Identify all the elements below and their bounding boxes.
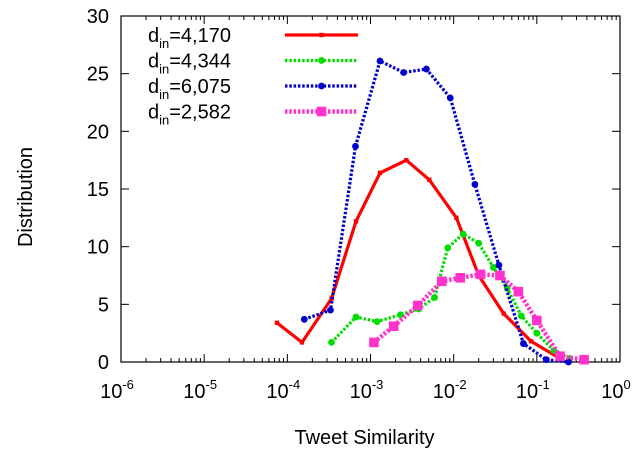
series-line-1 [330, 232, 571, 360]
data-point [388, 321, 399, 332]
data-point [404, 157, 409, 163]
data-point [373, 318, 381, 326]
data-point [274, 320, 280, 325]
data-point [475, 269, 486, 280]
data-point [475, 239, 483, 247]
data-point [459, 230, 467, 238]
data-point [471, 180, 479, 188]
data-point [520, 340, 527, 347]
data-point [528, 339, 534, 344]
data-point [352, 142, 359, 150]
x-tick-label: 10-4 [266, 377, 300, 403]
y-tick-label: 20 [87, 121, 109, 143]
x-tick-label: 10-3 [350, 377, 384, 403]
data-point [328, 338, 335, 346]
data-point [565, 358, 572, 366]
data-point [412, 300, 423, 311]
data-point [489, 264, 497, 271]
data-point [437, 276, 447, 287]
data-point [444, 244, 452, 252]
y-tick-label: 25 [87, 64, 109, 86]
data-point [369, 337, 379, 348]
data-point [555, 351, 565, 362]
y-tick-label: 10 [87, 237, 109, 259]
legend-label: din=6,075 [148, 76, 231, 102]
data-point [495, 261, 503, 269]
data-point [327, 306, 334, 314]
data-point [446, 94, 454, 102]
data-point [495, 270, 505, 281]
data-point [352, 313, 360, 321]
data-point [517, 312, 525, 320]
x-tick-label: 10-2 [433, 377, 467, 403]
x-tick-label: 10-5 [183, 377, 217, 403]
data-point [501, 311, 506, 316]
legend-sample-marker [318, 57, 325, 64]
data-point [431, 294, 439, 301]
legend-sample-marker [316, 106, 327, 117]
series-line-3 [372, 272, 585, 362]
data-point [376, 57, 384, 65]
y-tick-label: 5 [98, 294, 109, 316]
data-point [533, 329, 541, 337]
legend-sample-marker [319, 32, 324, 38]
x-tick-label: 10-6 [100, 377, 134, 403]
data-point [542, 356, 550, 364]
legend-label: din=4,344 [148, 51, 231, 77]
y-tick-label: 15 [87, 179, 109, 201]
x-tick-label: 10-1 [516, 377, 550, 403]
data-point [377, 170, 383, 176]
data-point [427, 177, 432, 182]
legend-label: din=2,582 [148, 102, 231, 128]
data-point [300, 315, 308, 323]
data-point [400, 69, 407, 76]
x-axis-label: Tweet Similarity [294, 427, 434, 449]
series-line-2 [303, 59, 569, 364]
data-point [455, 273, 466, 283]
series-line-0 [275, 158, 559, 359]
data-point [513, 286, 524, 297]
data-point [532, 315, 542, 326]
data-point [579, 354, 589, 365]
legend-label: din=4,170 [148, 25, 231, 51]
data-point [299, 340, 305, 345]
y-tick-label: 30 [87, 6, 109, 28]
data-point [353, 219, 359, 224]
legend-sample-marker [318, 82, 325, 90]
data-point [422, 65, 430, 73]
y-tick-label: 0 [98, 352, 109, 374]
data-point [397, 311, 404, 319]
data-point [454, 215, 459, 221]
x-tick-label: 100 [601, 377, 630, 403]
y-axis-label: Distribution [15, 147, 37, 247]
